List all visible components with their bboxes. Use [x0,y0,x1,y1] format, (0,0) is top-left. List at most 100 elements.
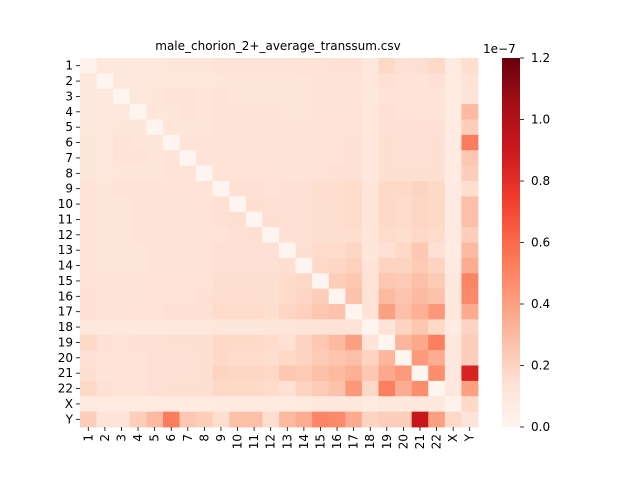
heatmap-cell-19-17 [345,334,363,351]
heatmap-cell-X-1 [80,396,97,413]
heatmap-cell-11-Y [461,211,479,228]
heatmap-cell-6-11 [245,134,263,151]
heatmap-cell-7-17 [345,150,363,167]
heatmap-cell-4-16 [328,104,346,120]
heatmap-cell-12-3 [113,227,131,243]
heatmap-cell-6-6 [162,134,180,151]
heatmap-cell-6-5 [146,134,164,151]
heatmap-cell-1-X [444,58,462,74]
heatmap-cell-21-17 [345,365,363,382]
heatmap-cell-9-X [444,181,462,197]
heatmap-cell-4-17 [345,104,363,120]
heatmap-cell-4-11 [245,104,263,120]
heatmap-cell-X-14 [295,396,313,413]
heatmap-cell-8-8 [196,165,214,182]
heatmap-cell-12-19 [378,227,396,243]
heatmap-cell-9-22 [428,181,446,197]
heatmap-cell-5-15 [312,119,330,136]
heatmap-cell-3-1 [80,88,97,105]
heatmap-cell-21-Y [461,365,479,382]
x-tick-label: 6 [164,434,178,442]
heatmap-cell-7-3 [113,150,131,167]
heatmap-cell-6-1 [80,134,97,151]
heatmap-cell-9-2 [96,181,114,197]
heatmap-cell-21-3 [113,365,131,382]
heatmap-cell-19-7 [179,334,197,351]
y-tick-label: 21 [58,366,73,380]
heatmap-cell-7-8 [196,150,214,167]
heatmap-cell-1-17 [345,58,363,74]
colorbar-tick-label: 1.2 [531,51,550,65]
heatmap-cell-22-22 [428,380,446,397]
heatmap-cell-21-4 [129,365,147,382]
heatmap-cell-9-5 [146,181,164,197]
heatmap-cell-17-13 [279,304,296,320]
heatmap-cell-19-1 [80,334,97,351]
colorbar [502,58,520,427]
heatmap-cell-7-22 [428,150,446,167]
heatmap-cell-4-13 [279,104,296,120]
heatmap-cell-19-5 [146,334,164,351]
heatmap-cell-2-16 [328,73,346,90]
heatmap-cell-11-13 [279,211,296,228]
heatmap-cell-13-18 [361,242,379,259]
heatmap-cell-4-21 [411,104,429,120]
heatmap-cell-1-Y [461,58,479,74]
heatmap-cell-2-7 [179,73,197,90]
heatmap-cell-14-4 [129,257,147,274]
heatmap-cell-20-17 [345,350,363,366]
heatmap-cell-15-1 [80,273,97,290]
heatmap-cell-3-18 [361,88,379,105]
colorbar-offset-label: 1e−7 [483,42,516,56]
heatmap-cell-19-16 [328,334,346,351]
heatmap-cell-20-19 [378,350,396,366]
heatmap-cell-10-17 [345,196,363,213]
heatmap-cell-20-22 [428,350,446,366]
heatmap-cell-7-13 [279,150,296,167]
heatmap-cell-1-2 [96,58,114,74]
heatmap-cell-Y-8 [196,411,214,428]
heatmap-cell-2-X [444,73,462,90]
heatmap-cell-21-16 [328,365,346,382]
heatmap-cell-22-11 [245,380,263,397]
heatmap-cell-X-21 [411,396,429,413]
heatmap-cell-22-4 [129,380,147,397]
heatmap-cell-21-20 [395,365,413,382]
heatmap-cell-12-15 [312,227,330,243]
heatmap-cell-11-12 [262,211,280,228]
heatmap-cell-8-14 [295,165,313,182]
heatmap-cell-19-22 [428,334,446,351]
heatmap-cell-20-2 [96,350,114,366]
heatmap-cell-18-4 [129,319,147,336]
heatmap-cell-2-20 [395,73,413,90]
heatmap-cell-17-19 [378,304,396,320]
heatmap-cell-16-1 [80,288,97,305]
heatmap-cell-3-8 [196,88,214,105]
heatmap-cell-11-3 [113,211,131,228]
y-tick-label: 18 [58,320,73,334]
heatmap-cell-11-4 [129,211,147,228]
heatmap-cell-12-17 [345,227,363,243]
heatmap-cell-7-1 [80,150,97,167]
heatmap-cell-X-16 [328,396,346,413]
heatmap-cell-3-10 [229,88,247,105]
heatmap-cell-11-16 [328,211,346,228]
heatmap-cell-X-7 [179,396,197,413]
heatmap-cell-12-8 [196,227,214,243]
heatmap-cell-Y-3 [113,411,131,428]
colorbar-tick-label: 0.4 [531,297,550,311]
x-tick-label: 20 [396,434,410,449]
heatmap-cell-11-20 [395,211,413,228]
heatmap-cell-20-X [444,350,462,366]
heatmap-cell-22-2 [96,380,114,397]
heatmap-cell-13-11 [245,242,263,259]
heatmap-cell-21-5 [146,365,164,382]
heatmap-cell-3-4 [129,88,147,105]
heatmap-cell-8-X [444,165,462,182]
heatmap-cell-18-13 [279,319,296,336]
y-tick-label: 14 [58,259,73,273]
heatmap-cell-8-13 [279,165,296,182]
heatmap-cell-1-16 [328,58,346,74]
heatmap-cell-X-6 [162,396,180,413]
heatmap-cell-19-10 [229,334,247,351]
